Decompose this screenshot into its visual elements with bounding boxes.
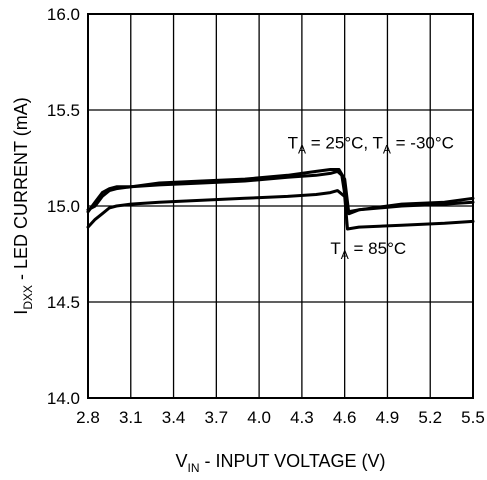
x-axis-title-rest: - INPUT VOLTAGE (V) [199, 451, 385, 471]
x-tick-label: 4.9 [376, 408, 400, 427]
y-tick-label: 14.5 [47, 293, 80, 312]
plot-frame [87, 13, 474, 399]
x-tick-label: 5.5 [461, 408, 485, 427]
x-tick-label: 4.3 [290, 408, 314, 427]
y-tick-label: 14.0 [47, 389, 80, 408]
y-tick-label: 15.5 [47, 101, 80, 120]
x-axis-title-sub: IN [187, 461, 199, 475]
y-axis-title-sub: DXX [21, 285, 35, 310]
annotations: TA = 25°C, TA = -30°C TA = 85°C [288, 133, 454, 262]
x-axis-title: VIN - INPUT VOLTAGE (V) [175, 451, 385, 475]
y-axis-title: IDXX - LED CURRENT (mA) [11, 97, 35, 314]
x-tick-labels: 2.8 3.1 3.4 3.7 4.0 4.3 4.6 4.9 5.2 5.5 [76, 408, 485, 427]
temperature-annotation: TA = 85°C [330, 239, 406, 262]
y-tick-label: 15.0 [47, 197, 80, 216]
x-tick-label: 4.6 [333, 408, 357, 427]
y-tick-labels: 14.0 14.5 15.0 15.5 16.0 [47, 5, 80, 408]
x-tick-label: 3.1 [119, 408, 143, 427]
series-lines [86, 168, 475, 231]
x-tick-label: 3.7 [205, 408, 229, 427]
x-tick-label: 3.4 [162, 408, 186, 427]
y-tick-label: 16.0 [47, 5, 80, 24]
series-line [86, 189, 475, 231]
temperature-annotation: TA = 25°C, TA = -30°C [288, 133, 454, 156]
x-axis-title-main: V [175, 451, 187, 471]
x-tick-label: 5.2 [418, 408, 442, 427]
x-tick-label: 2.8 [76, 408, 100, 427]
x-tick-label: 4.0 [247, 408, 271, 427]
y-axis-title-rest: - LED CURRENT (mA) [11, 97, 31, 285]
series-line [86, 168, 475, 216]
y-axis-title-main: I [11, 310, 31, 315]
